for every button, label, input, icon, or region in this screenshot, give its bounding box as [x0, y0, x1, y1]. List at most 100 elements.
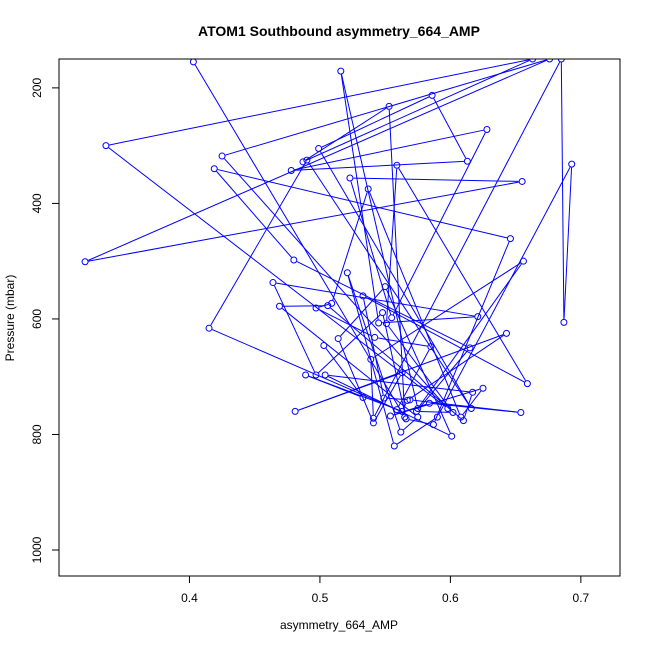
data-point: [529, 59, 537, 63]
data-point: [401, 413, 409, 421]
y-axis: 200 400 600 800 1000: [30, 78, 60, 563]
series-line-segment: [340, 288, 384, 337]
data-point: [369, 414, 377, 422]
series-line-segment: [330, 307, 462, 419]
data-point: [275, 302, 283, 310]
series-line-segment: [217, 169, 508, 239]
data-point: [506, 235, 514, 243]
data-point: [503, 329, 510, 337]
series-line-segment: [108, 147, 446, 407]
series-line-segment: [382, 315, 406, 416]
series-line-segment: [109, 59, 530, 146]
series-line-segment: [388, 326, 452, 411]
series-line-segment: [210, 162, 306, 326]
data-point: [414, 413, 422, 421]
data-point: [428, 91, 436, 99]
data-point: [334, 335, 342, 343]
x-axis: 0.4 0.5 0.6 0.7: [181, 575, 590, 605]
series-line-segment: [413, 399, 518, 413]
series-line-segment: [409, 334, 504, 399]
series-line-segment: [212, 329, 394, 409]
series-line-segment: [341, 74, 418, 406]
data-point: [379, 309, 387, 317]
data-point: [390, 442, 398, 450]
data-point: [474, 313, 482, 321]
data-point: [315, 145, 323, 153]
y-axis-label: Pressure (mbar): [3, 275, 17, 362]
data-point: [466, 344, 474, 352]
data-point: [303, 156, 311, 164]
data-point: [385, 102, 393, 110]
data-point: [380, 394, 388, 402]
chart-title: ATOM1 Southbound asymmetry_664_AMP: [198, 23, 480, 39]
series-line-segment: [318, 314, 381, 373]
data-point: [403, 396, 411, 404]
data-point: [444, 404, 452, 412]
series-line-segment: [433, 98, 467, 159]
series-line-segment: [418, 350, 469, 410]
series-line-segment: [365, 297, 525, 383]
data-point: [205, 324, 213, 332]
data-point: [414, 404, 422, 412]
data-point: [557, 59, 565, 63]
data-point: [449, 409, 457, 417]
series-line-segment: [373, 262, 521, 358]
data-point: [324, 302, 332, 310]
series-line-segment: [308, 375, 360, 397]
data-point: [337, 67, 345, 75]
series-line-segment: [298, 334, 504, 411]
x-tick-label: 0.6: [442, 591, 459, 605]
data-point: [560, 318, 568, 326]
data-point: [320, 342, 328, 350]
data-point: [398, 407, 406, 415]
data-point: [427, 343, 435, 351]
data-point: [388, 314, 396, 322]
series-line-segment: [350, 181, 392, 315]
series-line-segment: [464, 395, 472, 418]
series-line-segment: [353, 177, 519, 182]
series-line-segment: [339, 341, 373, 420]
data-point: [218, 152, 226, 160]
series-line-segment: [560, 62, 565, 319]
series-line-segment: [224, 158, 446, 407]
series-line-segment: [396, 418, 435, 445]
series-line-segment: [296, 261, 468, 347]
data-point: [210, 165, 218, 173]
series-line-segment: [294, 129, 484, 171]
series-line-segment: [88, 59, 547, 261]
data-point: [568, 160, 576, 168]
data-point: [189, 59, 197, 66]
plot-area: [58, 58, 621, 577]
series-line-segment: [281, 308, 416, 416]
series-layer: [81, 59, 576, 450]
series-line-segment: [347, 275, 394, 443]
data-point: [369, 419, 377, 427]
series-line-segment: [369, 192, 460, 415]
series-line-segment: [363, 299, 384, 395]
series-line-segment: [374, 375, 401, 421]
data-point: [312, 304, 320, 312]
series-line-segment: [438, 166, 571, 415]
data-point: [406, 396, 414, 404]
data-point: [398, 369, 406, 377]
series-line-segment: [328, 376, 449, 436]
series-line-segment: [88, 181, 519, 262]
data-point: [463, 157, 471, 165]
data-point: [375, 319, 383, 327]
y-tick-label: 800: [30, 424, 44, 444]
data-point: [519, 257, 527, 265]
data-point: [312, 371, 320, 379]
series-line-segment: [374, 61, 561, 416]
series-line-segment: [305, 59, 530, 161]
series-line-segment: [328, 374, 470, 393]
data-point: [321, 371, 329, 379]
series-line-segment: [419, 263, 522, 406]
x-tick-label: 0.7: [573, 591, 590, 605]
data-point: [371, 333, 379, 341]
series-line-segment: [398, 168, 526, 381]
data-point: [517, 409, 525, 417]
data-point: [382, 320, 390, 328]
series-line-segment: [409, 419, 431, 425]
data-point: [448, 432, 456, 440]
